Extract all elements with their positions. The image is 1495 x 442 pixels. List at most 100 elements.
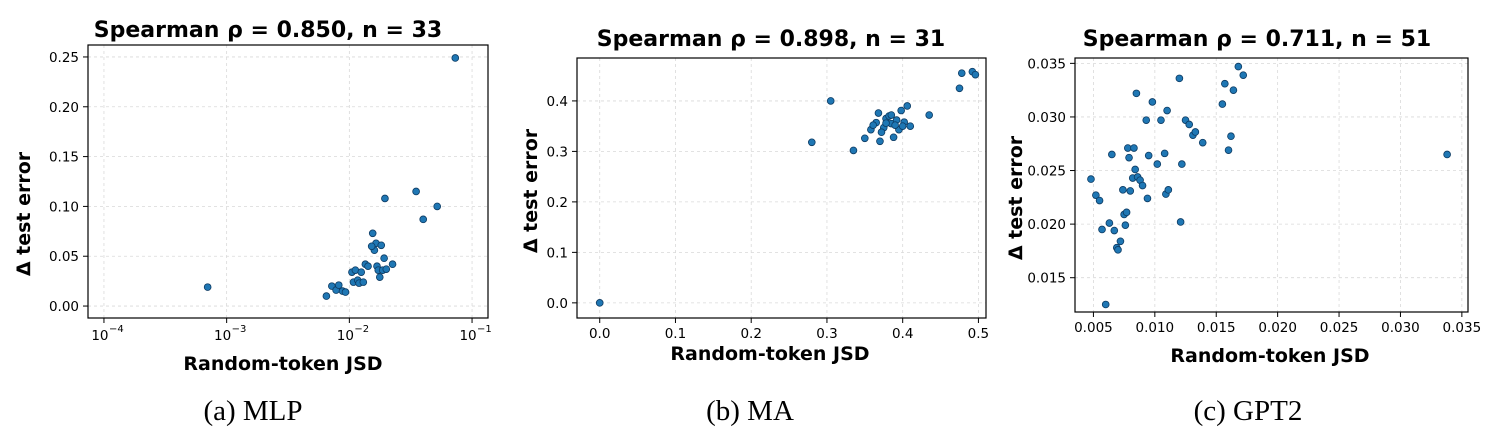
plot-frame (576, 57, 987, 319)
panel-ma: Spearman ρ = 0.898, n = 31 Random-token … (520, 27, 989, 427)
data-point (897, 106, 905, 115)
data-point (412, 187, 420, 196)
data-point (1153, 160, 1162, 168)
data-point (891, 121, 899, 129)
panel-caption: (b) MA (706, 395, 794, 427)
panel-gpt2: Spearman ρ = 0.711, n = 51 Random-token … (1005, 27, 1481, 427)
x-axis-label: Random-token JSD (183, 353, 382, 375)
data-point (322, 292, 331, 300)
data-point (1164, 186, 1173, 194)
data-point (826, 97, 835, 105)
x-tick-label: 0.5 (968, 326, 989, 342)
y-tick-label: 0.25 (49, 50, 79, 66)
data-point (955, 84, 964, 93)
x-tick-label: 0.010 (1136, 320, 1175, 336)
data-point (1221, 79, 1229, 88)
x-tick-label: 10 (214, 328, 231, 344)
x-tick-label: 0.030 (1381, 320, 1420, 336)
panel-caption: (a) MLP (203, 395, 302, 427)
data-point (882, 119, 890, 127)
data-point (1160, 149, 1169, 158)
data-point (1224, 146, 1233, 154)
x-tick-label: 0.1 (665, 326, 686, 342)
data-point (887, 111, 896, 119)
x-tick-exponent: −2 (354, 324, 369, 335)
data-point (382, 265, 391, 273)
data-point (1227, 132, 1235, 141)
data-point (1176, 218, 1185, 226)
x-tick-label: 0.2 (740, 326, 761, 342)
data-point (1110, 226, 1119, 235)
data-point (1092, 191, 1100, 199)
data-point (898, 122, 907, 130)
data-point (1087, 175, 1095, 183)
data-point (1125, 153, 1133, 162)
data-point (1191, 128, 1200, 136)
panel-title: Spearman ρ = 0.850, n = 33 (94, 18, 442, 43)
data-point (1095, 196, 1104, 205)
panel-title: Spearman ρ = 0.711, n = 51 (1083, 27, 1431, 52)
data-point (1178, 160, 1186, 168)
data-point (876, 137, 884, 146)
x-tick-label: 0.035 (1443, 320, 1482, 336)
y-tick-label: 0.05 (49, 249, 79, 265)
y-axis-label: Δ test error (520, 128, 542, 253)
data-point (364, 262, 372, 270)
data-point (388, 260, 397, 268)
data-point (1239, 71, 1248, 79)
data-point (419, 215, 428, 224)
x-tick-label: 0.020 (1258, 320, 1297, 336)
y-axis-label: Δ test error (13, 151, 35, 276)
data-point (1198, 138, 1207, 147)
x-tick-label: 0.025 (1320, 320, 1359, 336)
data-point (874, 109, 883, 117)
x-tick-label: 10 (459, 328, 476, 344)
data-point (367, 242, 376, 251)
y-tick-label: 0.030 (1027, 110, 1066, 126)
data-point (1122, 208, 1131, 217)
x-tick-exponent: −4 (109, 324, 124, 335)
data-point (1163, 106, 1171, 115)
data-point (1105, 219, 1114, 227)
x-tick-label: 0.0 (589, 326, 610, 342)
data-point (1126, 187, 1135, 195)
data-point (1132, 89, 1141, 98)
data-point (1144, 151, 1153, 160)
y-tick-label: 0.025 (1027, 164, 1066, 180)
data-point (869, 121, 877, 129)
data-point (381, 194, 389, 203)
x-tick-label: 0.4 (892, 326, 913, 342)
data-point (368, 229, 377, 238)
data-point (433, 202, 442, 211)
data-point (1143, 194, 1152, 203)
data-point (451, 54, 460, 62)
y-tick-label: 0.15 (49, 150, 79, 166)
plot-frame (87, 44, 489, 319)
y-tick-label: 0.00 (49, 299, 79, 315)
data-point (357, 268, 366, 276)
data-point (807, 138, 816, 147)
data-point (203, 283, 212, 291)
y-tick-label: 0.035 (1027, 56, 1066, 72)
y-tick-label: 0.2 (547, 195, 568, 211)
y-tick-label: 0.3 (547, 144, 568, 160)
plot-frame (1074, 57, 1469, 313)
data-point (1116, 237, 1125, 246)
data-point (957, 69, 966, 77)
data-point (906, 122, 915, 130)
data-point (1142, 116, 1151, 124)
data-point (889, 133, 898, 142)
x-tick-exponent: −1 (477, 324, 492, 335)
y-tick-label: 0.020 (1027, 217, 1066, 233)
data-point (1101, 300, 1110, 309)
data-point (1175, 74, 1184, 83)
data-point (1218, 100, 1227, 108)
data-point (1148, 98, 1157, 106)
x-tick-label: 10 (337, 328, 354, 344)
panel-title: Spearman ρ = 0.898, n = 31 (597, 27, 945, 52)
data-point (1130, 144, 1138, 152)
panel-caption: (c) GPT2 (1194, 395, 1303, 427)
x-axis-label: Random-token JSD (670, 343, 869, 365)
data-point (1229, 86, 1238, 94)
